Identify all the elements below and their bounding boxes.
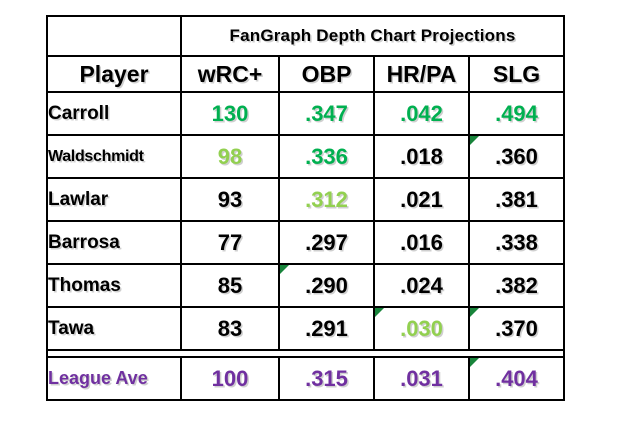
separator-cell: [46, 349, 565, 358]
stat-value: .347: [305, 100, 348, 126]
cell-corner-flag-icon: [470, 358, 479, 367]
stat-cell-obp: .297: [278, 220, 375, 265]
column-header-wrc: wRC+: [180, 55, 280, 93]
separator-row: [46, 349, 565, 358]
stat-cell-slg: .370: [468, 306, 565, 351]
stat-value: .336: [305, 143, 348, 169]
stat-value: 77: [217, 229, 243, 255]
stat-value: .031: [400, 365, 443, 391]
stat-cell-obp: .347: [278, 91, 375, 136]
stat-cell-hrpa: .016: [373, 220, 470, 265]
stat-cell-wrc: 100: [180, 356, 280, 401]
stat-cell-slg: .338: [468, 220, 565, 265]
cell-corner-flag-icon: [375, 308, 384, 317]
stat-value: .381: [495, 186, 538, 212]
cell-corner-flag-icon: [470, 308, 479, 317]
column-header-hrpa: HR/PA: [373, 55, 470, 93]
player-row: Waldschmidt 98 .336 .018 .360: [46, 134, 565, 179]
player-name-cell: Waldschmidt: [46, 134, 182, 179]
player-row: Thomas 85 .290 .024 .382: [46, 263, 565, 308]
stat-value: .382: [495, 272, 538, 298]
stat-value: .370: [495, 315, 538, 341]
league-average-row: League Ave 100 .315 .031 .404: [46, 356, 565, 401]
stat-value: .030: [400, 315, 443, 341]
stat-cell-hrpa: .031: [373, 356, 470, 401]
stat-value: .024: [400, 272, 443, 298]
stat-cell-slg: .382: [468, 263, 565, 308]
stat-cell-obp: .315: [278, 356, 375, 401]
cell-corner-flag-icon: [470, 136, 479, 145]
stat-cell-slg: .360: [468, 134, 565, 179]
player-name-cell: League Ave: [46, 356, 182, 401]
stat-value: .312: [305, 186, 348, 212]
stat-cell-hrpa: .042: [373, 91, 470, 136]
stat-cell-hrpa: .018: [373, 134, 470, 179]
stat-value: .291: [305, 315, 348, 341]
stat-value: .021: [400, 186, 443, 212]
column-header-obp: OBP: [278, 55, 375, 93]
stat-cell-wrc: 98: [180, 134, 280, 179]
table-title: FanGraph Depth Chart Projections: [180, 15, 565, 57]
stat-value: .016: [400, 229, 443, 255]
player-row: Tawa 83 .291 .030 .370: [46, 306, 565, 351]
stat-value: 98: [217, 143, 243, 169]
stat-cell-obp: .336: [278, 134, 375, 179]
stat-value: .290: [305, 272, 348, 298]
stat-cell-wrc: 85: [180, 263, 280, 308]
stat-value: .297: [305, 229, 348, 255]
blank-corner-cell: [46, 15, 182, 57]
player-name-cell: Carroll: [46, 91, 182, 136]
stat-cell-wrc: 77: [180, 220, 280, 265]
projections-table: FanGraph Depth Chart Projections Player …: [46, 15, 565, 401]
stat-cell-slg: .381: [468, 177, 565, 222]
table-body: Carroll 130 .347 .042 .494 Waldschmidt 98 .336.…: [46, 91, 565, 401]
table-header-row: Player wRC+ OBP HR/PA SLG: [46, 55, 565, 93]
stat-value: 83: [217, 315, 243, 341]
table-title-row: FanGraph Depth Chart Projections: [46, 15, 565, 57]
stat-value: .338: [495, 229, 538, 255]
stat-cell-slg: .404: [468, 356, 565, 401]
stat-cell-hrpa: .024: [373, 263, 470, 308]
stat-value: .494: [495, 100, 538, 126]
player-row: Carroll 130 .347 .042 .494: [46, 91, 565, 136]
stat-value: .042: [400, 100, 443, 126]
stat-value: .018: [400, 143, 443, 169]
player-name-cell: Barrosa: [46, 220, 182, 265]
stat-cell-wrc: 93: [180, 177, 280, 222]
column-header-player: Player: [46, 55, 182, 93]
stat-value: 93: [217, 186, 243, 212]
stat-value: .404: [495, 365, 538, 391]
stat-cell-hrpa: .030: [373, 306, 470, 351]
stat-value: 85: [217, 272, 243, 298]
stat-cell-wrc: 83: [180, 306, 280, 351]
cell-corner-flag-icon: [280, 265, 289, 274]
stat-value: .360: [495, 143, 538, 169]
stat-cell-obp: .291: [278, 306, 375, 351]
column-header-slg: SLG: [468, 55, 565, 93]
stat-value: .315: [305, 365, 348, 391]
stat-cell-wrc: 130: [180, 91, 280, 136]
player-row: Barrosa 77 .297 .016 .338: [46, 220, 565, 265]
stat-cell-hrpa: .021: [373, 177, 470, 222]
player-row: Lawlar 93 .312 .021 .381: [46, 177, 565, 222]
stat-cell-obp: .312: [278, 177, 375, 222]
player-name-cell: Thomas: [46, 263, 182, 308]
stat-value: 100: [211, 365, 249, 391]
player-name-cell: Tawa: [46, 306, 182, 351]
player-name-cell: Lawlar: [46, 177, 182, 222]
stat-cell-obp: .290: [278, 263, 375, 308]
stat-value: 130: [211, 100, 249, 126]
stat-cell-slg: .494: [468, 91, 565, 136]
